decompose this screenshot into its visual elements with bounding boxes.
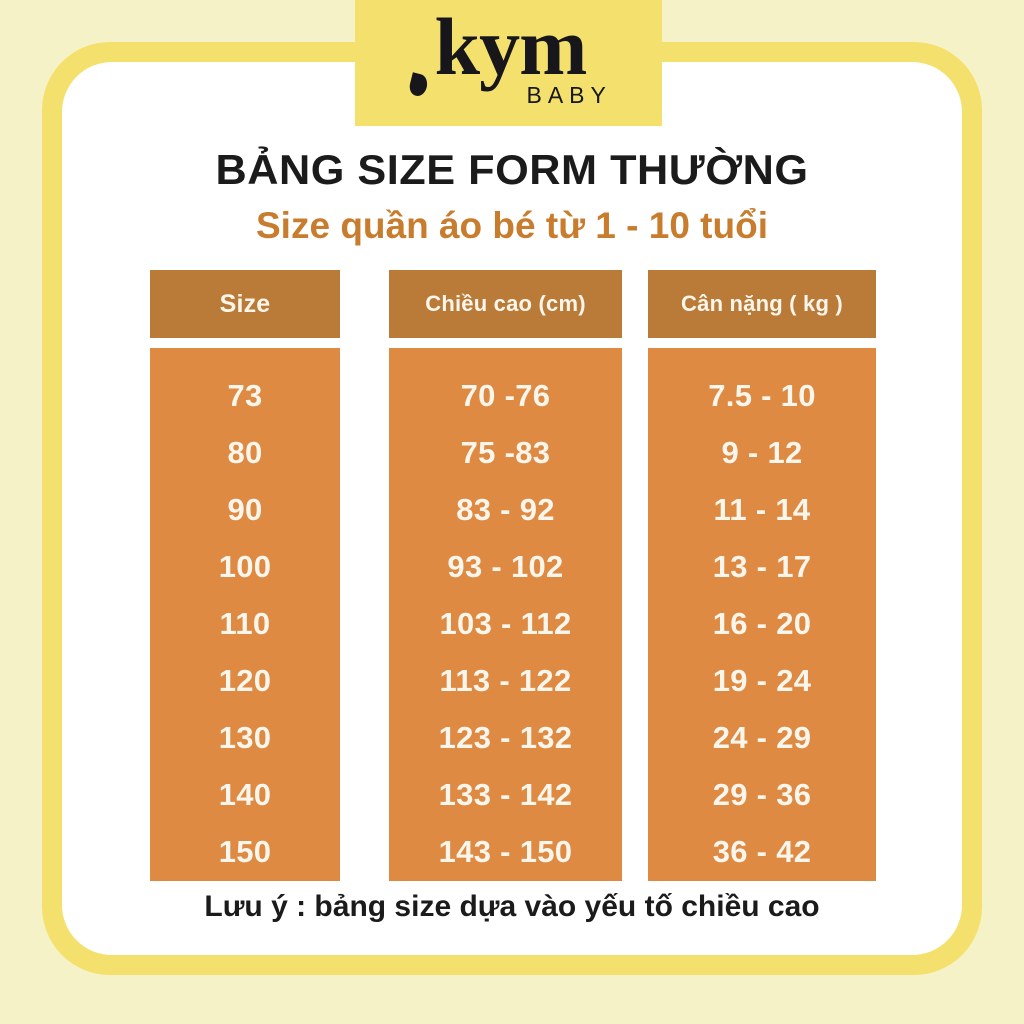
table-cell: 120	[218, 663, 272, 698]
table-cell: 16 - 20	[712, 606, 812, 641]
table-cell: 140	[218, 777, 272, 812]
brand-sub-wordmark: BABY	[526, 82, 612, 108]
table-cell: 100	[218, 549, 272, 584]
table-cell: 143 - 150	[438, 834, 573, 869]
table-cell: 133 - 142	[438, 777, 573, 812]
column-header-height: Chiều cao (cm)	[389, 270, 622, 338]
table-cell: 123 - 132	[438, 720, 573, 755]
table-cell: 13 - 17	[712, 549, 812, 584]
table-cell: 75 -83	[460, 435, 551, 470]
table-cell: 150	[218, 834, 272, 869]
column-weight: Cân nặng ( kg ) 7.5 - 10 9 - 12 11 - 14 …	[648, 270, 876, 881]
column-body-size: 73 80 90 100 110 120 130 140 150	[150, 348, 340, 881]
table-cell: 9 - 12	[721, 435, 803, 470]
table-cell: 103 - 112	[439, 606, 572, 641]
table-cell: 110	[219, 606, 271, 641]
table-cell: 36 - 42	[712, 834, 812, 869]
column-body-height: 70 -76 75 -83 83 - 92 93 - 102 103 - 112…	[389, 348, 622, 881]
table-cell: 11 - 14	[713, 492, 811, 527]
table-cell: 70 -76	[460, 378, 551, 413]
footer-note: Lưu ý : bảng size dựa vào yếu tố chiều c…	[204, 890, 820, 923]
table-cell: 7.5 - 10	[708, 378, 816, 413]
table-cell: 19 - 24	[712, 663, 812, 698]
column-size: Size 73 80 90 100 110 120 130 140 150	[150, 270, 340, 881]
table-cell: 93 - 102	[447, 549, 564, 584]
brand-logo-badge: kym BABY	[355, 0, 662, 126]
droplet-icon	[407, 72, 430, 98]
table-cell: 113 - 122	[439, 663, 572, 698]
page-subtitle: Size quần áo bé từ 1 - 10 tuổi	[256, 205, 768, 246]
table-cell: 130	[218, 720, 272, 755]
table-cell: 24 - 29	[712, 720, 812, 755]
column-body-weight: 7.5 - 10 9 - 12 11 - 14 13 - 17 16 - 20 …	[648, 348, 876, 881]
column-height: Chiều cao (cm) 70 -76 75 -83 83 - 92 93 …	[389, 270, 622, 881]
table-cell: 29 - 36	[712, 777, 812, 812]
table-cell: 80	[227, 435, 263, 470]
column-header-weight: Cân nặng ( kg )	[648, 270, 876, 338]
table-cell: 83 - 92	[456, 492, 555, 527]
table-cell: 90	[227, 492, 263, 527]
brand-wordmark: kym	[434, 1, 588, 92]
brand-logo: kym BABY	[355, 1, 662, 107]
page-title: BẢNG SIZE FORM THƯỜNG	[215, 146, 809, 193]
column-header-size: Size	[150, 270, 340, 338]
table-cell: 73	[227, 378, 263, 413]
